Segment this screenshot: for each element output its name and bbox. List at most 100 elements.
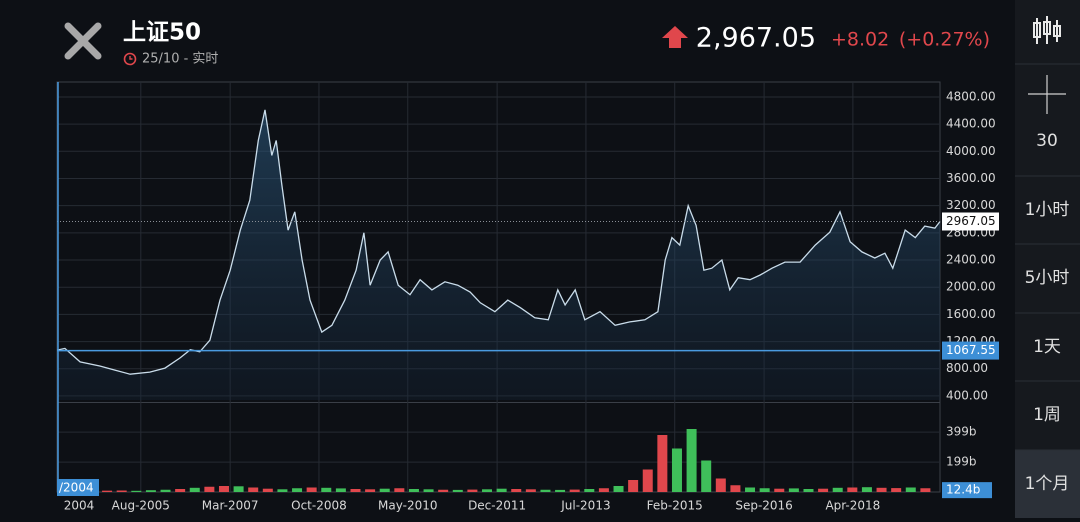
x-tick-label: Mar-2007	[202, 499, 259, 513]
last-value-box	[942, 212, 999, 231]
volume-bar	[335, 488, 346, 492]
crosshair-icon[interactable]	[1028, 75, 1066, 114]
plot-clip	[57, 82, 941, 492]
crosshair-value-label: 1067.55	[946, 343, 996, 357]
volume-bar	[686, 429, 697, 492]
volume-bar	[408, 489, 419, 492]
y-tick-label: 800.00	[946, 361, 988, 375]
volume-bar	[248, 487, 259, 492]
timeframe-button[interactable]: 30	[1036, 131, 1058, 151]
crosshair-x-box	[57, 479, 99, 496]
y-tick-label: 2400.00	[946, 253, 996, 267]
volume-bar	[613, 486, 624, 492]
volume-bar	[131, 490, 142, 492]
y-tick-label: 1600.00	[946, 307, 996, 321]
volume-bar	[438, 489, 449, 492]
volume-bar	[160, 489, 171, 492]
title: 上证50	[123, 20, 201, 46]
y-tick-label: 4000.00	[946, 144, 996, 158]
volume-bar	[496, 488, 507, 492]
volume-bar	[379, 488, 390, 492]
timeframe-button[interactable]: 1小时	[1015, 175, 1080, 220]
volume-bar	[905, 487, 916, 492]
area-fill	[57, 109, 940, 401]
timeframe-label: 30	[1036, 131, 1058, 151]
y-tick-label: 3600.00	[946, 171, 996, 185]
plot: 400.00800.001200.001600.002000.002400.00…	[56, 81, 999, 513]
volume-bar	[175, 489, 186, 492]
volume-bar	[482, 489, 493, 492]
price: 2,967.05	[696, 23, 816, 54]
volume-bar	[189, 487, 200, 492]
volume-bar	[306, 487, 317, 492]
x-tick-label: Aug-2005	[112, 499, 170, 513]
volume-bar	[145, 490, 156, 492]
last-volume-box	[942, 482, 992, 499]
x-tick-label: Jul-2013	[560, 499, 610, 513]
volume-bar	[759, 488, 770, 492]
volume-bar	[525, 489, 536, 492]
timeframes: 30 1小时 5小时 1天 1周 1个月	[1015, 131, 1080, 518]
close-button[interactable]	[64, 22, 102, 60]
x-tick-label: Feb-2015	[647, 499, 703, 513]
timeframe-button[interactable]: 1周	[1015, 380, 1080, 425]
volume-bar	[598, 488, 609, 492]
y-tick-label: 4800.00	[946, 89, 996, 103]
x-tick-label: Oct-2008	[291, 499, 347, 513]
volume-bar	[891, 488, 902, 492]
last-value-label: 2967.05	[946, 214, 996, 228]
timeframe-label: 5小时	[1025, 268, 1070, 288]
timeframe-label: 1小时	[1025, 200, 1070, 220]
volume-bar	[584, 489, 595, 492]
volume-bar	[628, 480, 639, 492]
timeframe-button[interactable]: 1个月	[1015, 449, 1080, 518]
volume-bar	[423, 489, 434, 492]
volume-bar	[642, 469, 653, 492]
volume-bar	[321, 487, 332, 492]
clock-icon	[123, 52, 137, 66]
volume-bar	[116, 490, 127, 492]
volume-bar	[365, 489, 376, 492]
x-tick-label: May-2010	[378, 499, 437, 513]
volume-bar	[350, 489, 361, 492]
y-tick-label: 400.00	[946, 388, 988, 402]
timeframe-button[interactable]: 5小时	[1015, 243, 1080, 288]
volume-bar	[394, 488, 405, 492]
volume-bar	[102, 490, 113, 492]
volume-bar	[233, 486, 244, 492]
y-tick-label: 199b	[946, 455, 977, 469]
crosshair-x-label: /2004	[59, 481, 94, 495]
timeframe-label: 1周	[1033, 405, 1061, 425]
x-tick-label: Apr-2018	[825, 499, 880, 513]
volume-bar	[715, 478, 726, 492]
y-tick-label: 2000.00	[946, 280, 996, 294]
y-tick-label: 399b	[946, 425, 977, 439]
volume-bar	[467, 489, 478, 492]
volume-bar	[292, 488, 303, 492]
price-line	[57, 109, 941, 375]
timeframe-label: 1个月	[1025, 474, 1070, 494]
volume-bar	[920, 488, 931, 492]
volume-bar	[218, 486, 229, 492]
timeframe-label: 1天	[1033, 337, 1061, 357]
selected-background	[1015, 450, 1080, 518]
volume-bar	[569, 489, 580, 492]
change-percent: (+0.27%)	[899, 29, 990, 51]
subtitle: 25/10 - 实时	[142, 52, 218, 67]
volume-bar	[511, 489, 522, 492]
timeframe-button[interactable]: 1天	[1015, 312, 1080, 357]
x-tick-label: 2004	[64, 499, 95, 513]
change: +8.02	[831, 29, 889, 51]
volume-bar	[555, 489, 566, 492]
candle-icon[interactable]	[1033, 16, 1061, 44]
volume-bar	[277, 489, 288, 492]
volume-bar	[701, 460, 712, 492]
up-arrow	[662, 26, 688, 48]
volume-bar	[540, 489, 551, 492]
volume-bar	[204, 486, 215, 492]
volume-bar	[876, 487, 887, 492]
volume-bar	[745, 487, 756, 492]
volume-bar	[832, 487, 843, 492]
